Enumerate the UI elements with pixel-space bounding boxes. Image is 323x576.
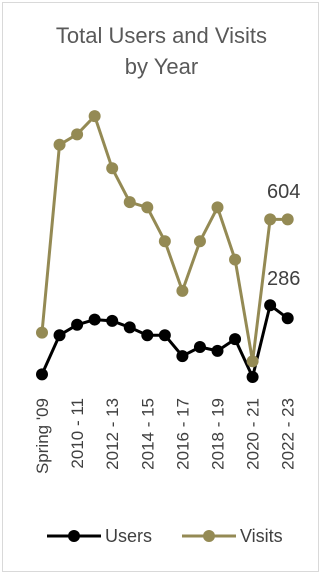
point-users-3 — [88, 313, 101, 326]
point-users-12 — [246, 370, 259, 383]
point-visits-8 — [176, 284, 189, 297]
point-users-0 — [36, 368, 48, 381]
point-visits-14 — [281, 213, 294, 226]
x-tick-label: 2020 - 21 — [244, 398, 263, 470]
x-tick-label: 2012 - 13 — [103, 398, 122, 470]
point-users-1 — [53, 329, 66, 342]
chart-title-line2: by Year — [124, 54, 199, 79]
point-users-4 — [106, 314, 119, 327]
point-users-10 — [211, 344, 224, 357]
x-tick-label: 2016 - 17 — [173, 398, 192, 470]
point-users-13 — [264, 299, 277, 312]
point-users-14 — [281, 312, 294, 325]
point-users-8 — [176, 350, 189, 363]
x-axis-ticks: Spring '09 2010 - 11 2012 - 13 2014 - 15 201… — [33, 398, 298, 474]
point-visits-7 — [158, 235, 171, 248]
x-tick-label: 2018 - 19 — [209, 398, 228, 470]
data-label-visits: 604 — [267, 181, 300, 203]
point-users-6 — [141, 329, 154, 342]
x-tick-label: 2010 - 11 — [68, 398, 87, 469]
point-visits-5 — [123, 196, 136, 209]
x-tick-label: 2022 - 23 — [279, 398, 298, 470]
series-layer — [36, 110, 294, 383]
point-visits-2 — [71, 128, 84, 141]
point-visits-11 — [229, 253, 242, 266]
point-visits-9 — [193, 235, 206, 248]
legend-visits-marker — [203, 530, 215, 542]
x-tick-label: 2014 - 15 — [138, 398, 157, 470]
point-visits-1 — [53, 138, 66, 151]
legend-visits-label: Visits — [240, 526, 283, 546]
point-visits-3 — [88, 110, 101, 123]
point-users-5 — [123, 321, 136, 334]
x-tick-label: Spring '09 — [33, 398, 52, 474]
chart-title: Total Users and Visits by Year — [0, 20, 323, 82]
legend-users-marker — [68, 530, 80, 542]
point-users-9 — [193, 340, 206, 353]
legend-users-label: Users — [105, 526, 152, 546]
legend: Users Visits — [47, 526, 283, 546]
point-visits-6 — [141, 201, 154, 214]
point-visits-12 — [246, 355, 259, 368]
point-visits-10 — [211, 201, 224, 214]
point-users-7 — [158, 329, 171, 342]
point-users-11 — [229, 333, 242, 346]
chart-title-line1: Total Users and Visits — [55, 23, 268, 48]
point-visits-4 — [106, 162, 119, 175]
chart-frame — [2, 2, 319, 572]
point-visits-0 — [36, 326, 48, 339]
point-visits-13 — [264, 213, 277, 226]
data-label-users: 286 — [267, 268, 300, 290]
point-users-2 — [71, 318, 84, 331]
